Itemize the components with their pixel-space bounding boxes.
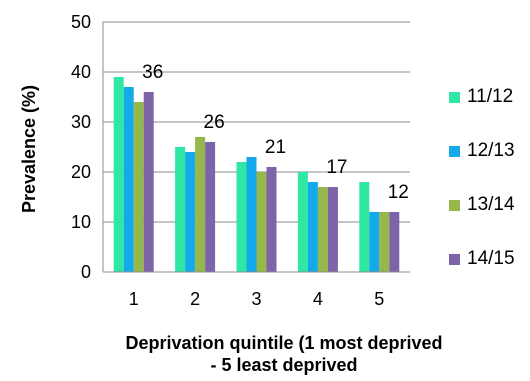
bar — [297, 172, 308, 272]
bar — [205, 142, 216, 272]
bar — [113, 77, 124, 272]
legend-label: 12/13 — [467, 140, 515, 161]
axes — [102, 22, 410, 273]
x-tick-labels: 1 2 3 4 5 — [129, 289, 385, 309]
legend-swatch — [449, 146, 460, 157]
x-axis-label-line-2: - 5 least deprived — [210, 355, 358, 375]
data-label: 17 — [326, 157, 347, 178]
x-tick-label: 4 — [313, 289, 323, 309]
y-tick-label: 40 — [71, 62, 91, 82]
legend-label: 14/15 — [467, 248, 515, 269]
legend-label: 11/12 — [467, 86, 514, 107]
bar — [175, 147, 186, 272]
x-tick-label: 5 — [374, 289, 384, 309]
y-tick-label: 0 — [81, 262, 91, 282]
x-tick-label: 3 — [251, 289, 261, 309]
bar — [359, 182, 370, 272]
bar — [195, 137, 206, 272]
data-labels: 36 26 21 17 12 — [142, 62, 409, 203]
bar — [123, 87, 134, 272]
y-axis-label: Prevalence (%) — [19, 85, 39, 213]
bar — [327, 187, 338, 272]
y-tick-label: 30 — [71, 112, 91, 132]
x-axis-label-line-1: Deprivation quintile (1 most deprived — [125, 333, 443, 353]
bar — [236, 162, 247, 272]
bar — [143, 92, 154, 272]
data-label: 26 — [204, 112, 225, 133]
legend-swatch — [449, 200, 460, 211]
bar — [185, 152, 196, 272]
x-tick-label: 2 — [190, 289, 200, 309]
data-label: 21 — [265, 137, 286, 158]
bar — [266, 167, 277, 272]
bar — [389, 212, 400, 272]
bar — [307, 182, 318, 272]
gridlines — [103, 21, 410, 223]
bar — [379, 212, 390, 272]
y-tick-label: 10 — [71, 212, 91, 232]
bar — [369, 212, 380, 272]
x-tick-label: 1 — [129, 289, 139, 309]
legend-label: 13/14 — [467, 194, 515, 215]
legend-swatch — [449, 254, 460, 265]
x-axis-label: Deprivation quintile (1 most deprived - … — [40, 332, 528, 376]
bars — [113, 77, 400, 272]
data-label: 36 — [142, 62, 163, 83]
bar — [246, 157, 257, 272]
y-tick-label: 50 — [71, 12, 91, 32]
bar — [133, 102, 144, 272]
bar — [256, 172, 267, 272]
y-tick-labels: 0 10 20 30 40 50 — [71, 12, 91, 282]
data-label: 12 — [388, 182, 409, 203]
legend-swatch — [449, 92, 460, 103]
y-tick-label: 20 — [71, 162, 91, 182]
bar — [317, 187, 328, 272]
